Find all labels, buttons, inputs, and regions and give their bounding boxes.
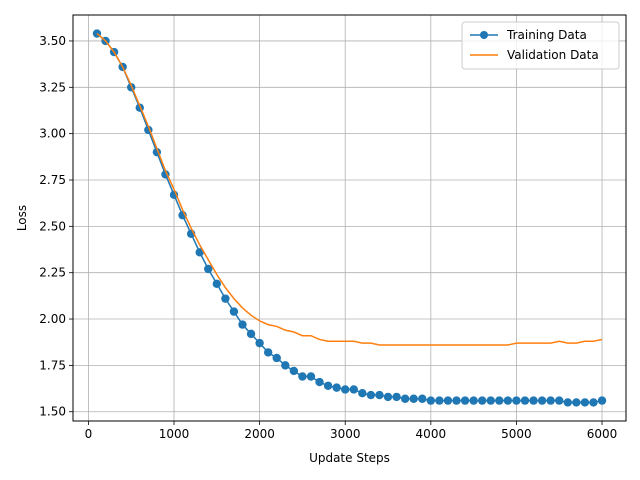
data-point (426, 396, 436, 405)
data-point (495, 396, 504, 405)
data-point (589, 398, 598, 407)
legend-marker-training (480, 31, 488, 39)
axis-ticks: 0 1000 2000 3000 4000 5000 6000 1.50 1.75 2.00 2.2… (39, 34, 617, 441)
data-point (358, 388, 367, 398)
y-tick-label: 2.75 (39, 173, 66, 187)
x-tick-label: 3000 (330, 427, 361, 441)
legend-box (461, 21, 620, 70)
y-tick-label: 2.25 (39, 266, 66, 280)
y-tick-label: 3.50 (39, 34, 66, 48)
data-point (486, 396, 495, 405)
data-point (229, 307, 239, 316)
data-point (460, 396, 470, 405)
data-point (263, 348, 273, 357)
data-point (469, 396, 478, 405)
data-point (255, 338, 264, 348)
data-point (332, 383, 341, 392)
data-point (537, 396, 547, 405)
data-point (195, 248, 204, 257)
x-tick-label: 5000 (501, 427, 532, 441)
data-point (383, 392, 393, 402)
data-point (212, 279, 222, 289)
y-tick-label: 3.25 (39, 80, 66, 94)
data-point (546, 396, 555, 405)
y-tick-label: 2.50 (39, 219, 66, 233)
grid (73, 15, 626, 421)
data-point (306, 372, 316, 381)
data-point (341, 385, 350, 394)
y-tick-label: 2.00 (39, 312, 66, 326)
data-point (238, 320, 247, 329)
data-point (400, 394, 410, 403)
x-tick-label: 4000 (416, 427, 447, 441)
data-point (503, 396, 513, 405)
data-point (452, 396, 461, 405)
data-point (572, 398, 581, 407)
plot-frame (72, 14, 627, 422)
data-point (563, 398, 572, 407)
data-point (289, 366, 299, 376)
data-point (555, 396, 564, 405)
data-point (580, 398, 590, 407)
data-point (281, 361, 290, 370)
data-point (597, 396, 607, 405)
y-tick-label: 1.75 (39, 358, 66, 372)
data-point (512, 396, 521, 405)
legend: Training Data Validation Data (461, 21, 620, 70)
y-tick-label: 3.00 (39, 127, 66, 141)
x-tick-label: 6000 (587, 427, 618, 441)
data-point (477, 396, 487, 405)
data-point (246, 329, 256, 339)
data-point (298, 372, 307, 381)
data-point (529, 396, 538, 405)
data-point (443, 396, 453, 405)
legend-label-training: Training Data (506, 28, 587, 42)
data-point (392, 392, 401, 402)
data-point (366, 390, 376, 400)
data-point (204, 264, 213, 274)
data-point (375, 390, 384, 400)
data-point (520, 396, 530, 405)
data-point (221, 294, 230, 303)
series-layer (92, 29, 607, 407)
data-point (418, 394, 427, 403)
y-tick-label: 1.50 (39, 405, 66, 419)
data-point (409, 394, 418, 403)
legend-label-validation: Validation Data (507, 48, 599, 62)
x-tick-label: 2000 (244, 427, 275, 441)
data-point (349, 385, 358, 394)
data-point (435, 396, 444, 405)
x-tick-label: 1000 (159, 427, 190, 441)
data-point (272, 353, 281, 363)
data-point (315, 377, 324, 387)
series-line-1 (96, 32, 603, 346)
x-tick-label: 0 (85, 427, 93, 441)
x-axis-label: Update Steps (309, 451, 390, 465)
y-axis-label: Loss (15, 205, 29, 231)
data-point (323, 381, 333, 390)
